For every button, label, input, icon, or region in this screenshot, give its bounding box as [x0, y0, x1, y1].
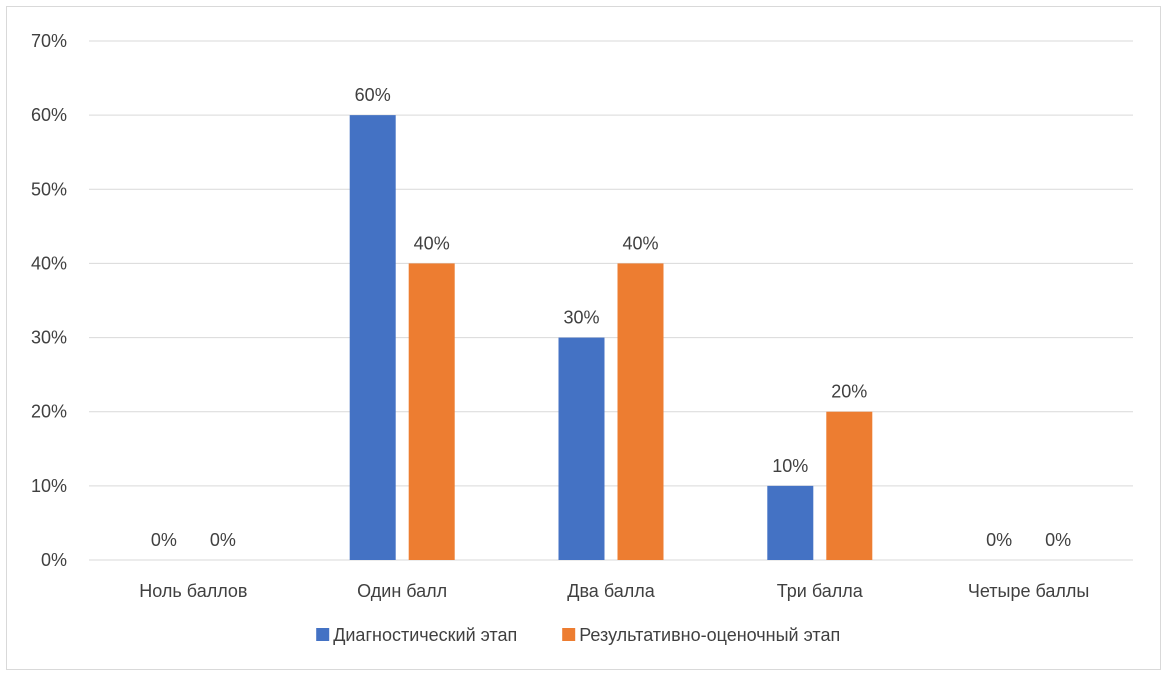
- data-label: 0%: [986, 530, 1012, 550]
- legend-swatch: [562, 628, 576, 641]
- gridlines: [89, 40, 1133, 561]
- data-label: 30%: [563, 308, 599, 328]
- bar: [349, 115, 396, 561]
- y-tick-label: 50%: [31, 179, 67, 199]
- y-tick-label: 0%: [41, 550, 67, 570]
- data-label: 60%: [355, 85, 391, 105]
- data-label: 20%: [831, 382, 867, 402]
- x-tick-label: Один балл: [357, 581, 447, 601]
- legend-label: Диагностический этап: [333, 625, 517, 645]
- data-label: 40%: [414, 233, 450, 253]
- x-axis: Ноль баллов Один балл Два балла Три балла Че…: [139, 581, 1089, 601]
- y-tick-label: 10%: [31, 476, 67, 496]
- bar: [558, 337, 605, 560]
- bar: [408, 263, 455, 560]
- legend-label: Результативно-оценочный этап: [579, 625, 840, 645]
- y-tick-label: 60%: [31, 105, 67, 125]
- data-label: 0%: [1045, 530, 1071, 550]
- y-tick-label: 30%: [31, 328, 67, 348]
- y-tick-label: 40%: [31, 253, 67, 273]
- bar: [826, 411, 873, 560]
- legend: Диагностический этап Результативно-оценоч…: [316, 625, 840, 645]
- bars: [349, 115, 873, 561]
- x-tick-label: Два балла: [567, 581, 655, 601]
- bar: [617, 263, 664, 560]
- data-label: 40%: [622, 233, 658, 253]
- x-tick-label: Три балла: [777, 581, 864, 601]
- bar: [767, 485, 814, 560]
- data-label: 0%: [151, 530, 177, 550]
- legend-swatch: [316, 628, 330, 641]
- x-tick-label: Ноль баллов: [139, 581, 247, 601]
- y-tick-label: 70%: [31, 31, 67, 51]
- y-tick-label: 20%: [31, 402, 67, 422]
- data-label: 0%: [210, 530, 236, 550]
- data-label: 10%: [772, 456, 808, 476]
- y-axis: 0% 10% 20% 30% 40% 50% 60% 70%: [31, 31, 67, 570]
- data-labels: 0% 0% 60% 40% 30% 40% 10% 20% 0% 0%: [151, 85, 1071, 550]
- x-tick-label: Четыре баллы: [968, 581, 1089, 601]
